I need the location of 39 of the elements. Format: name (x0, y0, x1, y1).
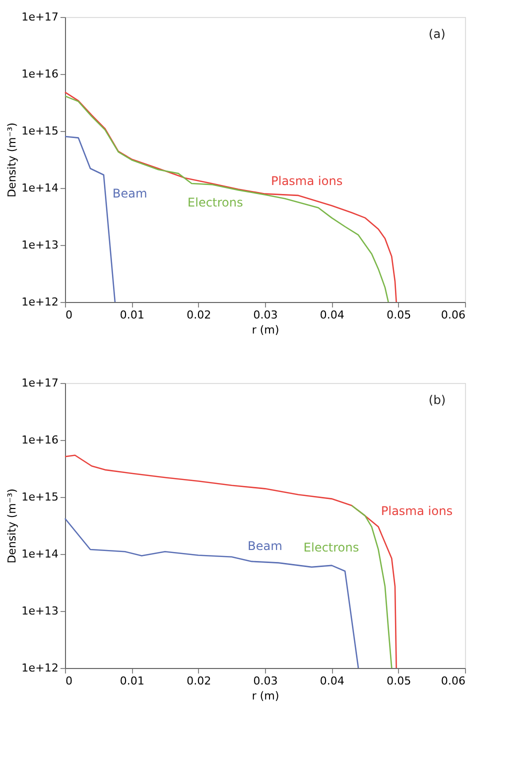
series-label: Plasma ions (271, 174, 343, 188)
series-label: Electrons (304, 540, 360, 554)
y-tick-label: 1e+14 (22, 182, 58, 194)
x-tick-label: 0.05 (386, 308, 412, 322)
x-tick-label: 0 (66, 308, 72, 322)
y-tick-label: 1e+17 (22, 376, 58, 390)
y-tick-label: 1e+17 (22, 10, 58, 24)
x-tick-label: 0 (66, 674, 72, 688)
series-label: Beam (248, 539, 282, 554)
x-tick-label: 0.03 (253, 308, 278, 322)
y-tick-label: 1e+12 (22, 296, 58, 308)
y-tick-label: 1e+15 (22, 490, 58, 504)
annotation: (b) (428, 393, 446, 407)
y-tick-label: 1e+13 (22, 238, 58, 252)
y-axis-title: Density (m⁻³) (6, 488, 19, 564)
x-tick-label: 0.03 (253, 674, 278, 688)
x-tick-label: 0.02 (186, 308, 212, 322)
y-tick-label: 1e+12 (22, 662, 58, 674)
y-tick-label: 1e+13 (22, 604, 58, 618)
annotation: (a) (428, 27, 446, 41)
series-label: Beam (112, 186, 148, 201)
line-series (64, 518, 359, 669)
x-tick-label: 0.04 (320, 308, 344, 322)
x-axis-title: r (m) (252, 690, 280, 702)
y-tick-label: 1e+16 (22, 434, 58, 446)
x-tick-label: 0.06 (441, 674, 466, 688)
x-tick-label: 0.06 (441, 308, 466, 322)
x-axis-title: r (m) (252, 324, 280, 336)
x-tick-label: 0.04 (320, 674, 344, 688)
x-tick-label: 0.01 (120, 308, 144, 322)
x-tick-label: 0.05 (386, 674, 412, 688)
y-tick-label: 1e+16 (22, 68, 58, 80)
y-tick-label: 1e+14 (22, 548, 58, 560)
x-tick-label: 0.02 (186, 674, 212, 688)
x-tick-label: 0.01 (120, 674, 144, 688)
series-label: Plasma ions (381, 504, 453, 518)
series-label: Electrons (188, 196, 244, 210)
y-axis-title: Density (m⁻³) (6, 122, 19, 198)
y-tick-label: 1e+15 (22, 124, 58, 138)
